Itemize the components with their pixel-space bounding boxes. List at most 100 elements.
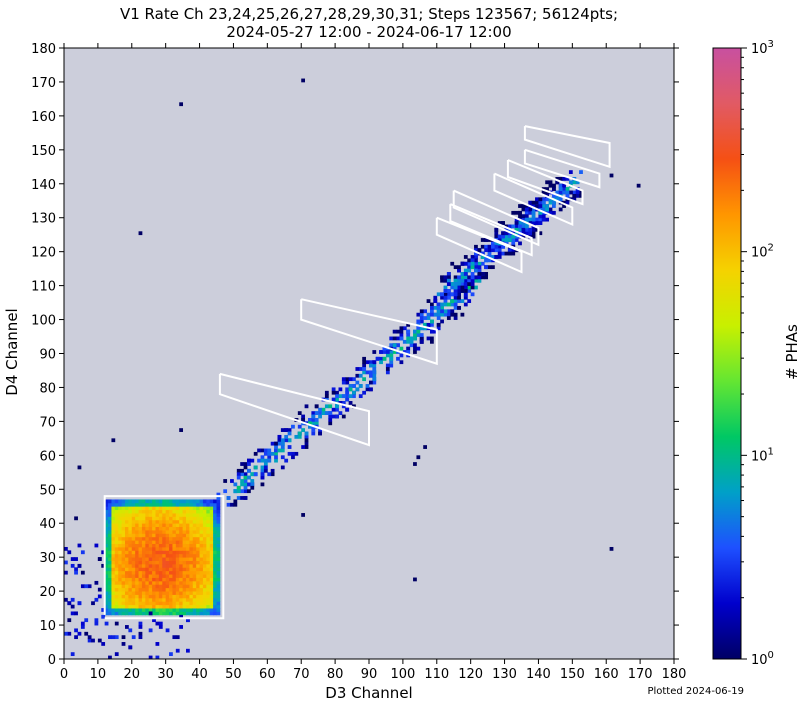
heatmap-cell <box>104 608 109 612</box>
heatmap-cell <box>274 458 278 463</box>
heatmap-cell <box>172 543 177 548</box>
heatmap-cell <box>104 550 109 555</box>
heatmap-cell <box>118 509 123 514</box>
heatmap-cell <box>450 309 455 314</box>
heatmap-cell <box>155 608 160 612</box>
heatmap-cell <box>369 380 373 385</box>
heatmap-cell <box>453 305 458 310</box>
heatmap-cell <box>199 591 204 595</box>
heatmap-cell <box>335 394 339 399</box>
heatmap-cell <box>87 635 92 640</box>
heatmap-cell <box>446 289 451 293</box>
heatmap-cell <box>186 553 190 558</box>
y-tick-label: 50 <box>39 483 56 498</box>
heatmap-cell <box>192 604 197 609</box>
heatmap-cell <box>108 543 112 548</box>
heatmap-cell <box>392 329 397 334</box>
heatmap-cell <box>247 482 251 487</box>
heatmap-cell <box>125 540 129 544</box>
heatmap-cell <box>172 601 177 606</box>
y-tick-label: 30 <box>39 551 56 566</box>
y-tick-label: 110 <box>31 280 56 295</box>
heatmap-cell <box>186 536 190 541</box>
heatmap-cell <box>213 601 217 606</box>
heatmap-cell <box>202 580 207 585</box>
heatmap-cell <box>213 550 217 555</box>
heatmap-cell <box>365 370 370 375</box>
heatmap-cell <box>196 533 200 538</box>
heatmap-cell <box>128 560 133 565</box>
heatmap-cell <box>172 608 177 612</box>
heatmap-cell <box>165 513 170 517</box>
heatmap-cell <box>162 550 167 555</box>
heatmap-cell <box>213 587 217 592</box>
heatmap-cell <box>487 258 492 263</box>
heatmap-cell <box>121 530 126 534</box>
heatmap-cell <box>216 577 221 582</box>
heatmap-cell <box>179 580 184 585</box>
heatmap-cell <box>152 523 156 528</box>
heatmap-cell <box>135 516 139 521</box>
heatmap-cell <box>131 591 136 595</box>
heatmap-cell <box>457 295 461 300</box>
heatmap-cell <box>169 601 173 606</box>
heatmap-cell <box>141 570 146 575</box>
heatmap-cell <box>209 557 214 561</box>
heatmap-cell <box>165 597 170 602</box>
heatmap-cell <box>433 305 438 310</box>
heatmap-cell <box>169 516 173 521</box>
heatmap-cell <box>158 594 163 599</box>
heatmap-cell <box>70 604 75 609</box>
heatmap-cell <box>274 445 278 449</box>
heatmap-cell <box>399 346 404 351</box>
heatmap-cell <box>267 448 272 453</box>
heatmap-cell <box>179 591 184 595</box>
heatmap-cell <box>535 227 539 232</box>
heatmap-cell <box>111 594 116 599</box>
heatmap-cell <box>436 292 441 297</box>
heatmap-cell <box>436 305 441 310</box>
heatmap-cell <box>125 580 129 585</box>
heatmap-cell <box>199 584 204 589</box>
heatmap-cell <box>518 224 522 229</box>
heatmap-cell <box>267 472 272 477</box>
heatmap-cell <box>175 611 180 616</box>
selection-polygon-band-4 <box>449 203 533 257</box>
heatmap-cell <box>216 553 221 558</box>
heatmap-cell <box>182 553 187 558</box>
heatmap-cell <box>348 384 353 388</box>
heatmap-cell <box>165 570 170 575</box>
heatmap-cell <box>314 417 319 422</box>
heatmap-cell <box>175 574 180 578</box>
heatmap-cell <box>131 499 136 504</box>
heatmap-cell <box>131 553 136 558</box>
heatmap-cell <box>182 557 187 561</box>
heatmap-cell <box>453 265 458 270</box>
heatmap-cell <box>141 563 146 568</box>
heatmap-cell <box>406 336 411 341</box>
heatmap-cell <box>64 631 68 636</box>
heatmap-cell <box>372 370 377 375</box>
heatmap-cell <box>213 553 217 558</box>
heatmap-cell <box>155 655 160 660</box>
heatmap-cell <box>213 611 217 616</box>
heatmap-cell <box>138 587 143 592</box>
heatmap-cell <box>514 231 519 236</box>
heatmap-cell <box>158 625 163 629</box>
heatmap-cell <box>463 275 468 280</box>
heatmap-cell <box>507 224 512 229</box>
heatmap-cell <box>440 295 444 300</box>
heatmap-cell <box>94 580 99 585</box>
x-tick-label: 140 <box>526 667 551 682</box>
heatmap-cell <box>128 594 133 599</box>
heatmap-cell <box>104 594 109 599</box>
heatmap-cell <box>216 530 221 534</box>
heatmap-cell <box>125 567 129 572</box>
heatmap-cell <box>179 553 184 558</box>
heatmap-cell <box>260 475 265 480</box>
heatmap-cell <box>165 530 170 534</box>
heatmap-cell <box>158 516 163 521</box>
heatmap-cell <box>152 546 156 551</box>
heatmap-cell <box>108 577 112 582</box>
heatmap-cell <box>213 540 217 544</box>
